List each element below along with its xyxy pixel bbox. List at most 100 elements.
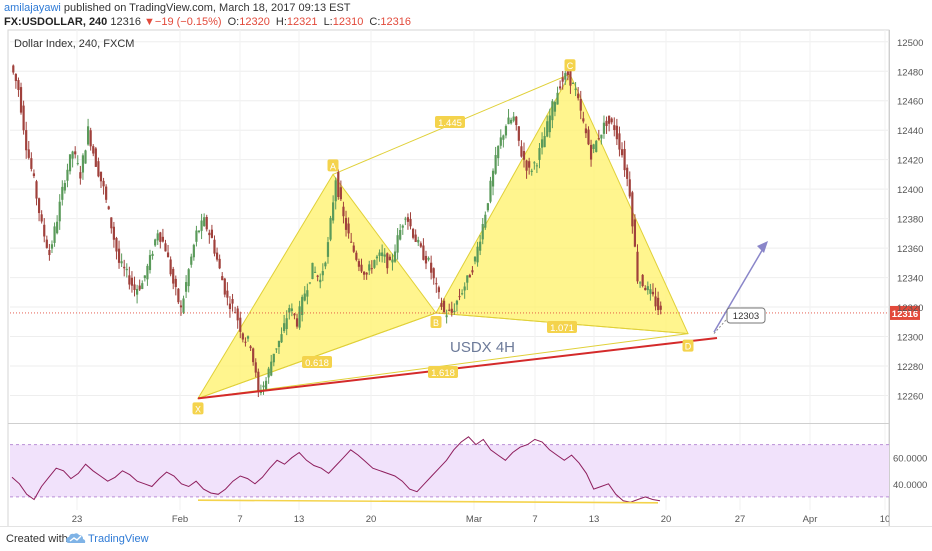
close-value: 12316 (380, 16, 411, 28)
candle-body (419, 243, 422, 247)
candle-body (164, 243, 167, 252)
candle-body (466, 275, 469, 283)
candle-body (435, 283, 438, 285)
candle-body (388, 256, 391, 261)
candle-body (313, 271, 317, 273)
candle-body (628, 179, 631, 197)
candle-body (120, 261, 123, 264)
ratio-label: 1.071 (550, 323, 574, 334)
candle-body (262, 385, 265, 388)
y-tick-label: 12460 (897, 97, 923, 108)
candle-body (192, 244, 195, 258)
candle-body (620, 149, 624, 156)
ratio-label-box (435, 116, 465, 128)
symbol-line: FX:USDOLLAR, 240 12316 ▼−19 (−0.15%) O:1… (4, 16, 411, 28)
candle-body (179, 305, 183, 308)
candle-body (548, 115, 551, 133)
candle-body (455, 300, 459, 305)
candle-body (373, 260, 376, 268)
candle-body (589, 144, 593, 160)
candle-body (409, 218, 412, 227)
candle-body (97, 161, 100, 177)
candle-series (12, 62, 662, 398)
candle-body (633, 219, 637, 247)
x-tick-label: Feb (172, 514, 188, 525)
candle-body (86, 126, 90, 145)
y-tick-label: 12280 (897, 362, 923, 373)
candle-body (510, 119, 513, 124)
candle-body (437, 287, 440, 293)
candle-body (344, 217, 348, 230)
candle-body (507, 117, 510, 125)
author-link[interactable]: amilajayawi (4, 2, 61, 14)
candle-body (654, 296, 657, 307)
candle-body (166, 252, 170, 258)
candle-body (293, 313, 296, 316)
candle-body (442, 300, 446, 313)
candle-body (187, 269, 190, 287)
candle-body (357, 261, 361, 267)
candle-body (559, 86, 562, 89)
candle-body (350, 241, 353, 243)
x-tick-label: 13 (589, 514, 600, 525)
candle-body (154, 239, 157, 246)
candle-body (551, 101, 554, 121)
y-tick-label: 12360 (897, 244, 923, 255)
candle-body (530, 170, 533, 172)
candle-body (638, 282, 642, 284)
candle-body (117, 248, 121, 263)
y-tick-label: 12500 (897, 38, 923, 49)
price-chart[interactable]: 12316 12303 USDX 4H 0.618 1.445 1.071 1.618 X A B… (0, 0, 932, 526)
candle-body (130, 277, 134, 286)
ratio-label-box (428, 366, 458, 378)
candle-body (316, 275, 319, 277)
candle-body (66, 169, 69, 181)
candle-body (365, 272, 368, 275)
high-value: 12321 (286, 16, 318, 28)
candle-body (546, 121, 549, 137)
x-tick-label: 13 (294, 514, 305, 525)
pattern-point-label: B (433, 318, 439, 328)
candle-body (479, 241, 482, 251)
candle-body (657, 297, 660, 311)
candle-body (339, 187, 342, 200)
candle-body (81, 155, 85, 173)
candle-body (107, 206, 110, 210)
candle-body (430, 262, 433, 273)
candle-body (533, 162, 536, 164)
candle-body (321, 271, 324, 276)
candle-body (203, 217, 206, 227)
candle-body (362, 271, 366, 275)
candle-body (267, 368, 270, 378)
candle-body (161, 236, 164, 242)
symbol-name[interactable]: FX:USDOLLAR, 240 (4, 16, 108, 28)
candle-body (56, 221, 59, 234)
candle-body (579, 99, 582, 111)
rsi-divergence-line (197, 499, 659, 504)
x-tick-label: 7 (237, 514, 242, 525)
candle-body (432, 268, 435, 279)
close-label: C: (369, 16, 381, 28)
candle-body (481, 224, 484, 240)
candle-body (285, 318, 288, 330)
candle-body (115, 237, 118, 252)
candle-body (205, 217, 208, 230)
candle-body (283, 323, 286, 332)
candle-body (141, 283, 144, 289)
candle-body (569, 70, 572, 86)
x-tick-label: 10 (880, 514, 891, 525)
candle-body (112, 226, 115, 240)
pattern-point-box (327, 159, 339, 172)
candle-body (528, 161, 531, 168)
tradingview-link[interactable]: TradingView (88, 533, 149, 545)
ratio-label-box (547, 321, 577, 333)
candle-body (383, 254, 386, 257)
x-tick-label: Mar (466, 514, 482, 525)
candle-body (210, 229, 214, 238)
candle-body (538, 148, 541, 160)
pattern-point-box (564, 59, 576, 72)
candle-body (582, 118, 585, 122)
publish-line: amilajayawi published on TradingView.com… (4, 2, 351, 14)
price-change: ▼−19 (−0.15%) (144, 16, 222, 28)
candle-body (182, 298, 185, 313)
